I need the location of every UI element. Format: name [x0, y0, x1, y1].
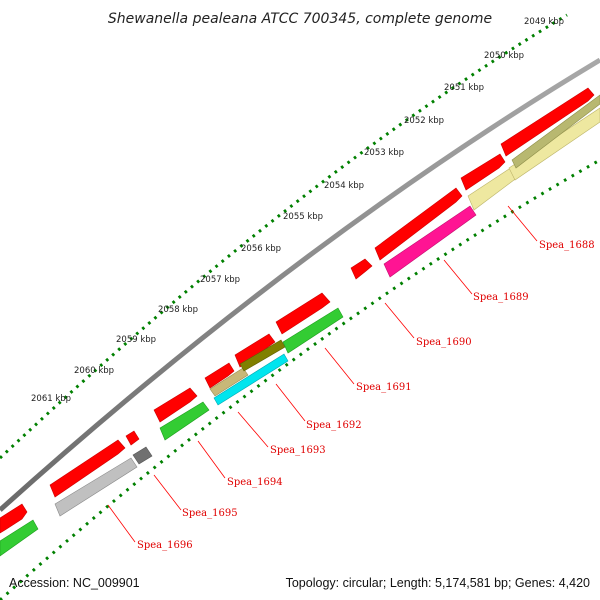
cds-arrow — [0, 503, 28, 534]
gene-label: Spea_1694 — [227, 477, 283, 488]
cds-arrow — [275, 292, 331, 335]
gene-label: Spea_1688 — [539, 240, 595, 251]
genome-summary-text: Topology: circular; Length: 5,174,581 bp… — [286, 576, 590, 590]
forward-cds-track — [0, 87, 595, 534]
kbp-label: 2049 kbp — [524, 17, 564, 27]
accession-text: Accession: NC_009901 — [9, 576, 140, 590]
cog-block — [511, 94, 600, 169]
gene-label: Spea_1695 — [182, 508, 238, 519]
genome-backbone — [0, 57, 600, 512]
kbp-label: 2056 kbp — [241, 244, 281, 254]
cog-block — [0, 519, 39, 557]
kbp-label: 2052 kbp — [404, 116, 444, 126]
cog-block — [383, 205, 477, 278]
cds-arrow — [500, 87, 595, 157]
cog-block — [282, 307, 344, 354]
cds-arrow — [49, 439, 126, 498]
gene-label: Spea_1689 — [473, 292, 529, 303]
gene-label: Spea_1693 — [270, 445, 326, 456]
cds-arrow — [153, 387, 198, 423]
kbp-label: 2057 kbp — [200, 275, 240, 285]
cog-block — [132, 446, 153, 465]
kbp-label: 2054 kbp — [324, 181, 364, 191]
map-title: Shewanella pealeana ATCC 700345, complet… — [108, 11, 492, 27]
label-leaders — [107, 205, 538, 543]
gene-label: Spea_1692 — [306, 420, 362, 431]
cog-block — [508, 107, 600, 181]
kbp-labels: 2049 kbp 2050 kbp 2051 kbp 2052 kbp 2053… — [31, 17, 564, 404]
kbp-label: 2050 kbp — [484, 51, 524, 61]
cds-arrow — [374, 187, 463, 261]
gene-labels: Spea_1688 Spea_1689 Spea_1690 Spea_1691 … — [137, 240, 595, 551]
cds-arrow — [234, 333, 276, 368]
kbp-label: 2055 kbp — [283, 212, 323, 222]
kbp-label: 2059 kbp — [116, 335, 156, 345]
cog-block — [54, 457, 138, 517]
cds-arrow — [204, 362, 235, 389]
cog-block — [209, 367, 249, 397]
kbp-label: 2058 kbp — [158, 305, 198, 315]
cds-arrow — [460, 153, 506, 191]
kbp-label: 2053 kbp — [364, 148, 404, 158]
kbp-label: 2061 kbp — [31, 394, 71, 404]
gene-label: Spea_1696 — [137, 540, 193, 551]
cds-arrow — [125, 430, 140, 446]
kbp-scale-circle — [0, 13, 568, 460]
gene-label: Spea_1690 — [416, 337, 472, 348]
kbp-label: 2051 kbp — [444, 83, 484, 93]
cds-arrow — [350, 258, 373, 280]
gene-label: Spea_1691 — [356, 382, 412, 393]
cog-block — [213, 353, 289, 406]
inner-tick-ring — [0, 158, 600, 600]
kbp-label: 2060 kbp — [74, 366, 114, 376]
cog-block — [159, 401, 210, 441]
cog-track — [0, 94, 600, 557]
